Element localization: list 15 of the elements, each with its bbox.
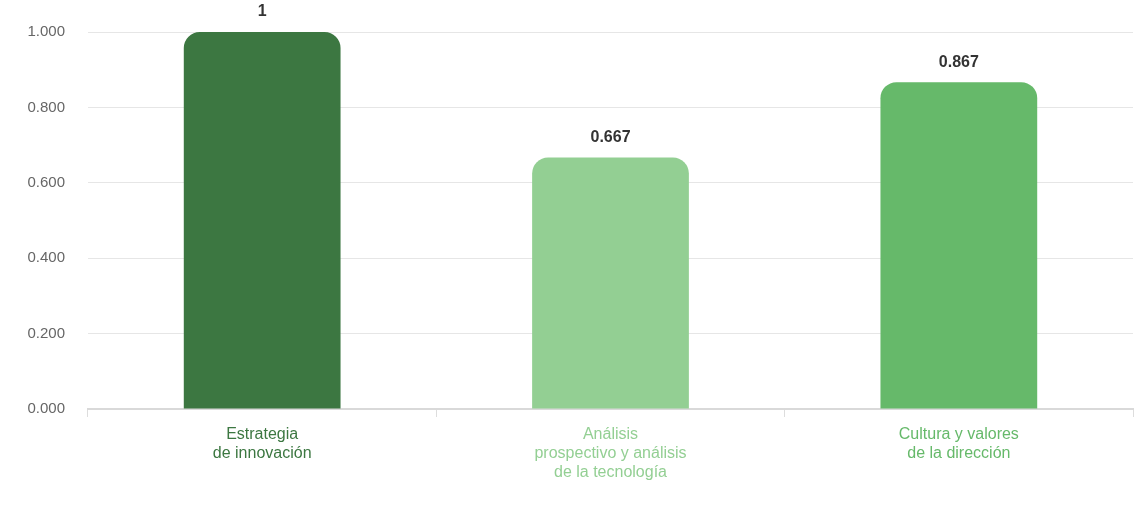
bar [183, 32, 341, 409]
x-tick-label: Análisis prospectivo y análisis de la tecnología [534, 425, 687, 481]
x-tick-label: Estrategia de innovación [212, 425, 312, 462]
bar [880, 82, 1038, 409]
data-label: 0.867 [938, 52, 979, 70]
y-tick-label: 0.600 [27, 172, 65, 190]
x-tick-label: Cultura y valores de la dirección [898, 425, 1019, 462]
data-label: 0.667 [590, 127, 631, 145]
bar [532, 157, 689, 409]
y-tick-label: 0.200 [27, 323, 65, 341]
y-tick-label: 0.000 [27, 399, 65, 417]
data-label: 1 [257, 2, 267, 20]
y-tick-label: 0.400 [27, 248, 65, 266]
y-tick-label: 0.800 [27, 97, 65, 115]
y-tick-label: 1.000 [27, 22, 65, 40]
